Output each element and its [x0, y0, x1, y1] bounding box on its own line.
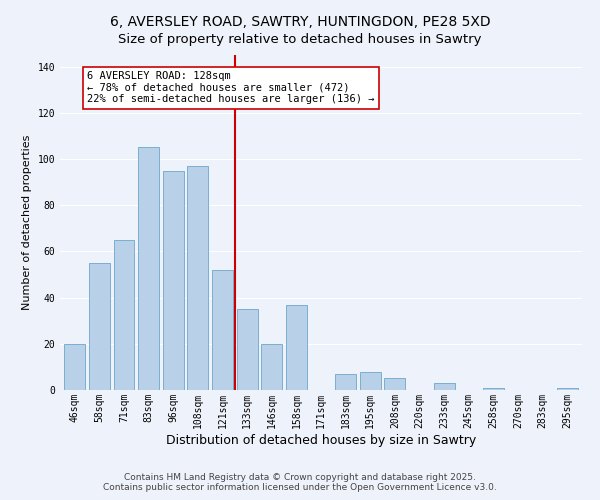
- Bar: [187, 166, 208, 390]
- Bar: [385, 378, 406, 390]
- Bar: [89, 263, 110, 390]
- Bar: [286, 304, 307, 390]
- Text: Size of property relative to detached houses in Sawtry: Size of property relative to detached ho…: [118, 32, 482, 46]
- Bar: [434, 383, 455, 390]
- Bar: [113, 240, 134, 390]
- X-axis label: Distribution of detached houses by size in Sawtry: Distribution of detached houses by size …: [166, 434, 476, 446]
- Bar: [360, 372, 381, 390]
- Bar: [261, 344, 282, 390]
- Bar: [64, 344, 85, 390]
- Bar: [163, 170, 184, 390]
- Bar: [212, 270, 233, 390]
- Bar: [236, 309, 257, 390]
- Bar: [483, 388, 504, 390]
- Text: Contains HM Land Registry data © Crown copyright and database right 2025.
Contai: Contains HM Land Registry data © Crown c…: [103, 473, 497, 492]
- Y-axis label: Number of detached properties: Number of detached properties: [22, 135, 32, 310]
- Bar: [335, 374, 356, 390]
- Bar: [557, 388, 578, 390]
- Text: 6, AVERSLEY ROAD, SAWTRY, HUNTINGDON, PE28 5XD: 6, AVERSLEY ROAD, SAWTRY, HUNTINGDON, PE…: [110, 15, 490, 29]
- Bar: [138, 148, 159, 390]
- Text: 6 AVERSLEY ROAD: 128sqm
← 78% of detached houses are smaller (472)
22% of semi-d: 6 AVERSLEY ROAD: 128sqm ← 78% of detache…: [87, 71, 374, 104]
